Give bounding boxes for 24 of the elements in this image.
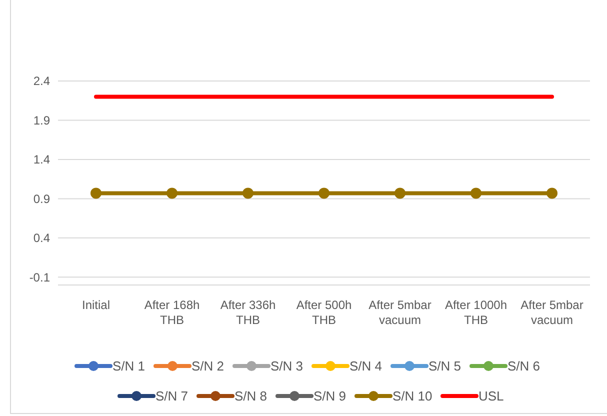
x-tick-label: Initial	[82, 298, 110, 312]
legend-label: S/N 3	[270, 358, 304, 374]
legend-label: S/N 1	[112, 358, 146, 374]
legend-label: S/N 5	[428, 358, 462, 374]
legend-label: S/N 6	[508, 358, 540, 374]
x-tick-label: After 336h THB	[220, 298, 276, 327]
legend-label: S/N 9	[314, 388, 346, 404]
y-tick-label: -0.1	[29, 270, 50, 284]
legend-label: S/N 10	[392, 388, 432, 404]
legend-label: S/N 2	[192, 358, 224, 374]
x-tick-label: After 500h THB	[296, 298, 352, 327]
y-tick-label: 0.9	[33, 192, 50, 206]
x-tick-label: After 5mbar vacuum	[368, 298, 432, 327]
y-tick-label: 2.4	[33, 74, 50, 88]
legend-label: S/N 4	[350, 358, 382, 374]
legend-label: S/N 7	[156, 388, 188, 404]
legend-label: USL	[478, 388, 504, 404]
y-tick-label: 1.4	[33, 152, 50, 167]
legend-label: S/N 8	[234, 388, 268, 404]
y-tick-label: 0.4	[33, 231, 50, 246]
x-tick-label: After 168h THB	[144, 298, 200, 327]
y-tick-label: 1.9	[33, 113, 50, 128]
x-tick-label: After 5mbar vacuum	[520, 298, 584, 327]
x-tick-label: After 1000h THB	[444, 298, 508, 327]
